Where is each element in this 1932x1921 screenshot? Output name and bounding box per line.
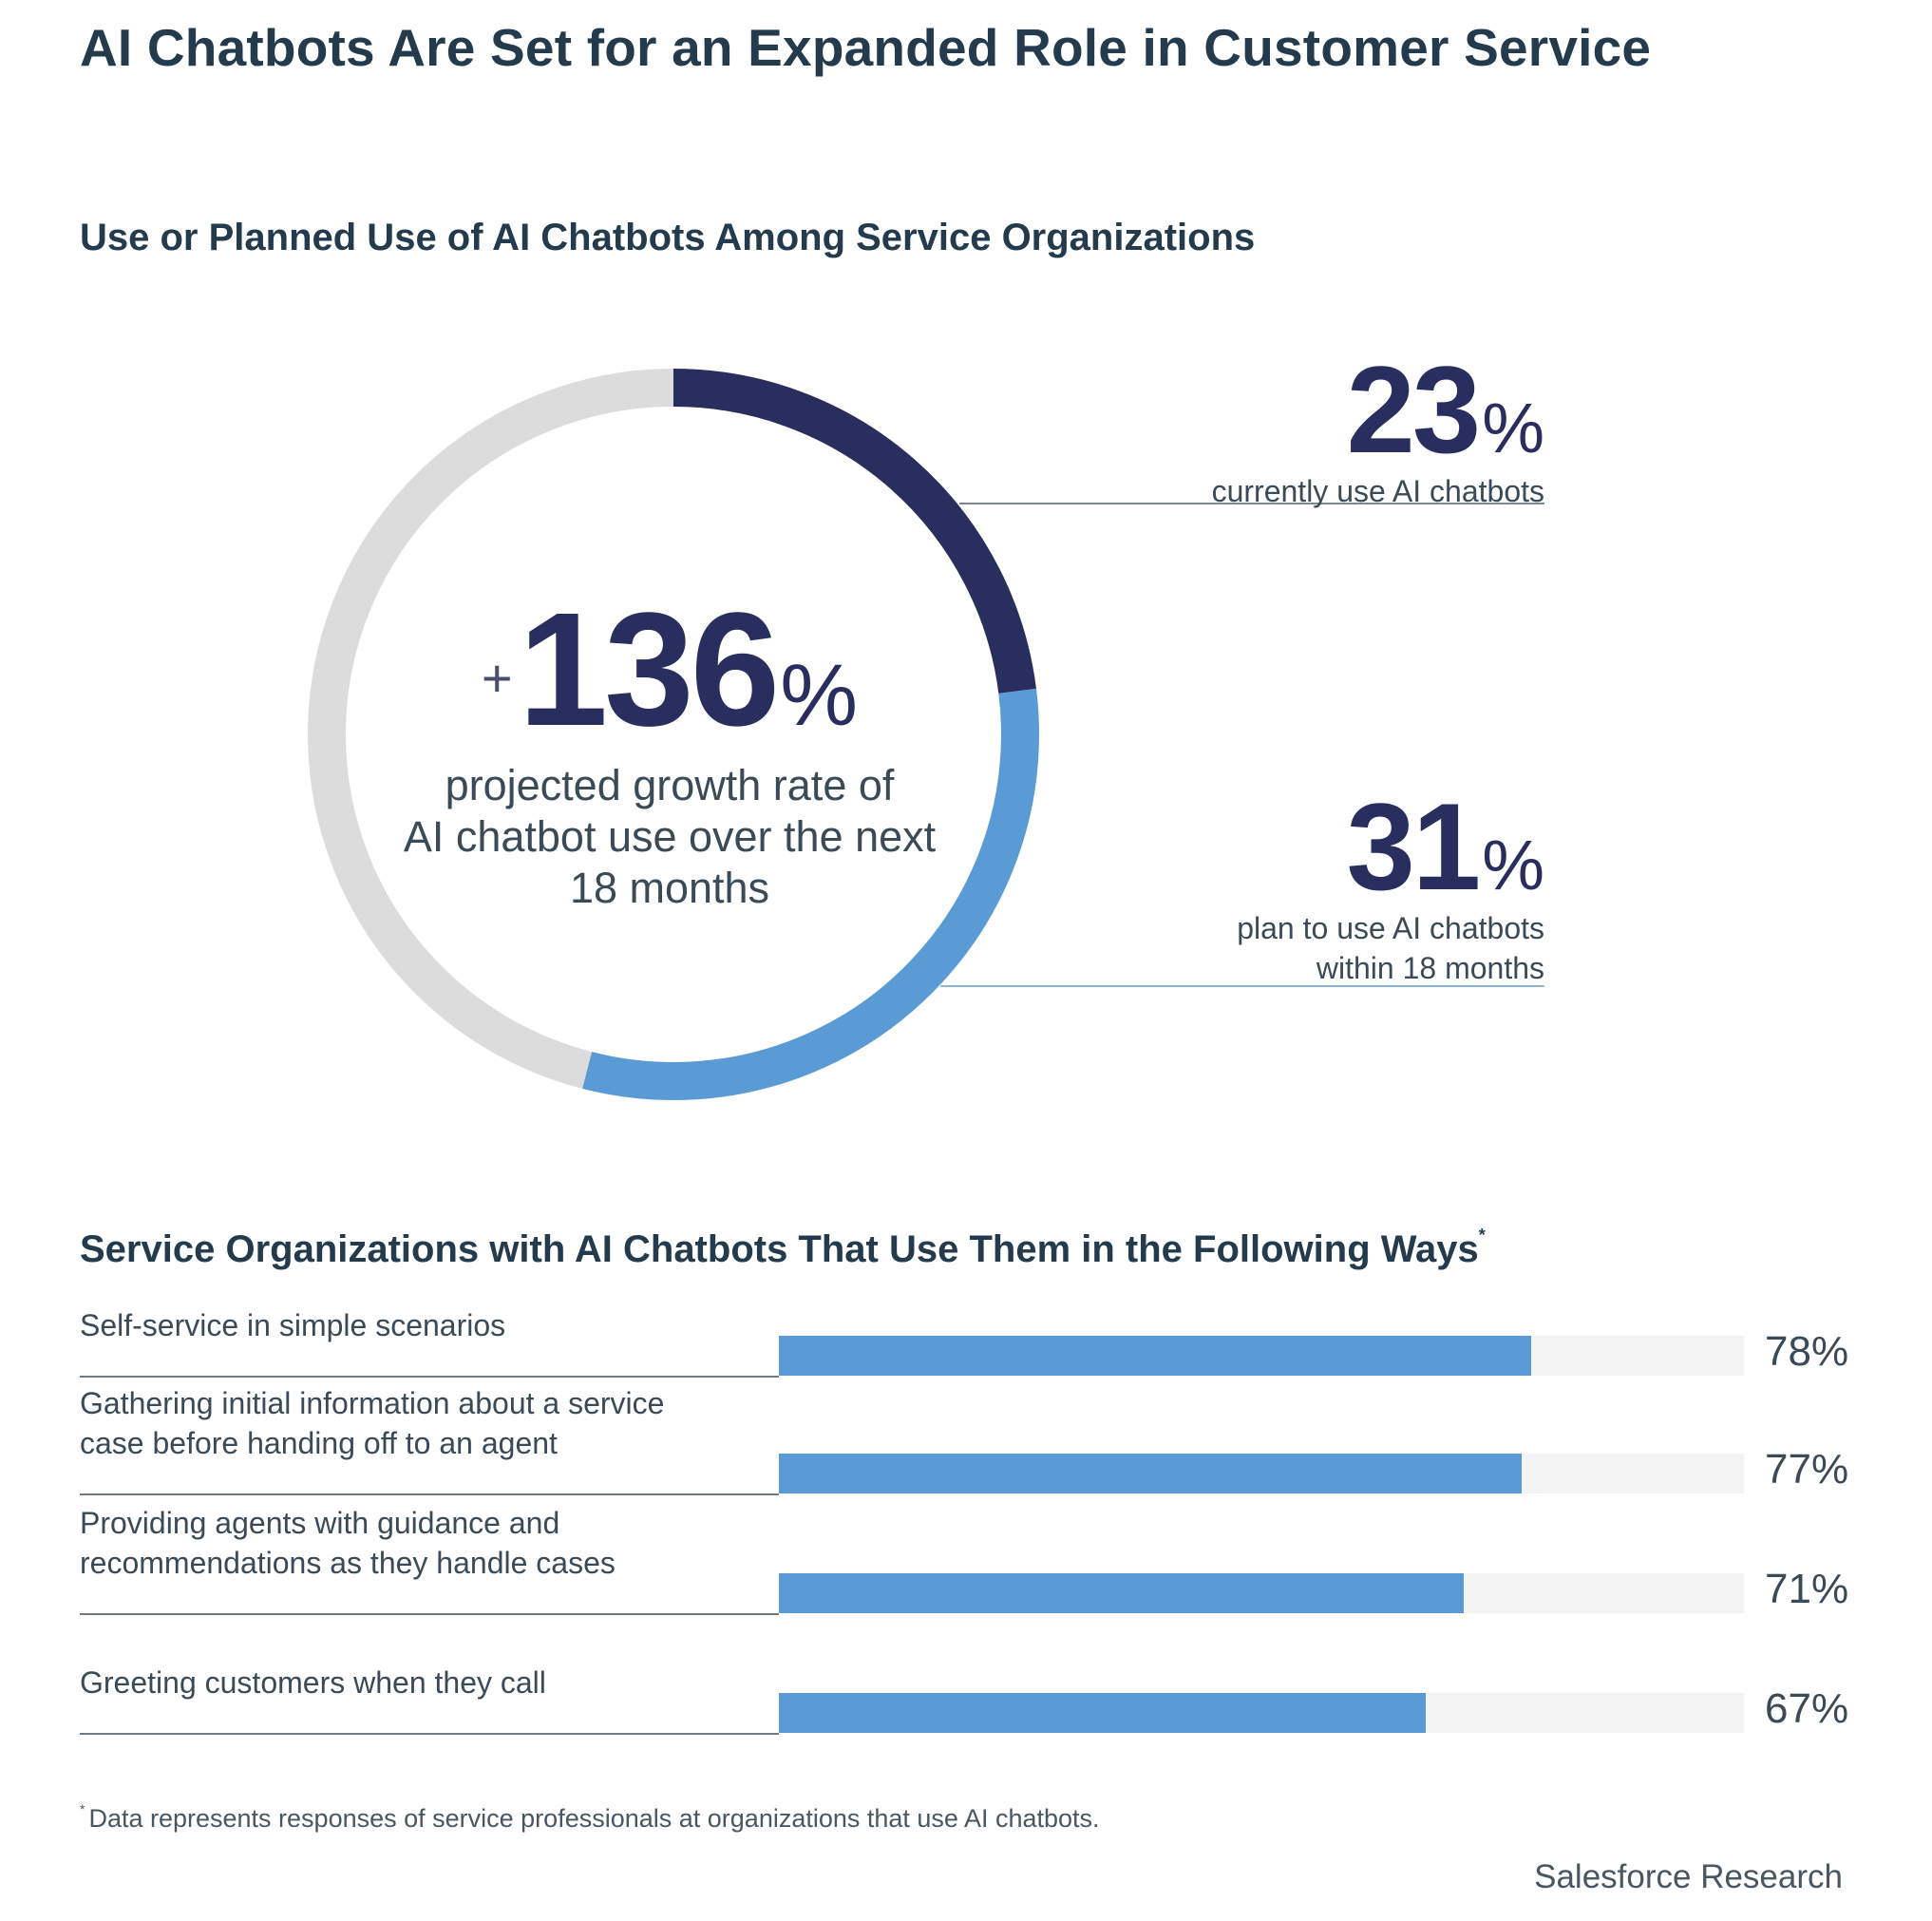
bar-label: Greeting customers when they call xyxy=(80,1663,745,1702)
source-credit: Salesforce Research xyxy=(1534,1858,1843,1895)
bar-chart-title-marker: * xyxy=(1478,1226,1486,1245)
footnote-marker: * xyxy=(80,1801,85,1816)
stat-planned-unit: % xyxy=(1482,826,1544,904)
bar-label-rule xyxy=(80,1493,779,1495)
donut-center: +136% projected growth rate of AI chatbo… xyxy=(370,589,969,914)
bar-track xyxy=(779,1693,1744,1733)
stat-current: 23% currently use AI chatbots xyxy=(1212,348,1544,511)
bar-chart-title-text: Service Organizations with AI Chatbots T… xyxy=(80,1228,1479,1270)
bar-value-label: 78% xyxy=(1765,1328,1849,1375)
bar-label: Self-service in simple scenarios xyxy=(80,1305,745,1345)
bar-track xyxy=(779,1573,1744,1613)
bar-label-rule xyxy=(80,1376,779,1378)
bar-value-label: 67% xyxy=(1765,1685,1849,1732)
center-label-line: 18 months xyxy=(569,864,770,912)
stat-planned: 31% plan to use AI chatbots within 18 mo… xyxy=(1237,785,1544,988)
bar xyxy=(779,1454,1523,1493)
stat-planned-label-line: plan to use AI chatbots xyxy=(1237,911,1544,945)
bar-label-line: Gathering initial information about a se… xyxy=(80,1386,665,1420)
bar-label: Gathering initial information about a se… xyxy=(80,1383,745,1463)
donut-chart xyxy=(308,369,1544,1100)
bar-track xyxy=(779,1336,1744,1376)
footnote-text: Data represents responses of service pro… xyxy=(88,1804,1100,1833)
stat-current-unit: % xyxy=(1482,389,1544,467)
bar xyxy=(779,1693,1426,1733)
donut-slice-planned xyxy=(308,369,1039,1100)
bar-label-rule xyxy=(80,1613,779,1615)
center-prefix: + xyxy=(481,648,513,708)
bar-value-label: 77% xyxy=(1765,1446,1849,1493)
center-value: 136 xyxy=(518,580,781,760)
stat-planned-value: 31 xyxy=(1346,777,1482,916)
bar-label: Providing agents with guidance and recomm… xyxy=(80,1503,745,1583)
stat-current-label: currently use AI chatbots xyxy=(1211,474,1544,508)
bar-label-line: recommendations as they handle cases xyxy=(80,1546,616,1580)
bar xyxy=(779,1573,1465,1613)
bar-label-line: Providing agents with guidance and xyxy=(80,1506,560,1540)
bar-label-line: Self-service in simple scenarios xyxy=(80,1308,506,1342)
donut-slice-current xyxy=(308,369,1039,1100)
bar-label-line: Greeting customers when they call xyxy=(80,1665,546,1700)
bar-label-rule xyxy=(80,1733,779,1735)
bar-value-label: 71% xyxy=(1765,1566,1849,1612)
stat-current-value: 23 xyxy=(1346,340,1482,479)
donut-chart-title: Use or Planned Use of AI Chatbots Among … xyxy=(80,217,1256,258)
center-label: projected growth rate of AI chatbot use … xyxy=(370,760,969,914)
footnote: * Data represents responses of service pr… xyxy=(80,1801,1100,1834)
bar xyxy=(779,1336,1532,1376)
center-label-line: projected growth rate of xyxy=(445,761,895,809)
stat-planned-label-line: within 18 months xyxy=(1316,951,1544,985)
bar-chart-title: Service Organizations with AI Chatbots T… xyxy=(80,1226,1486,1271)
bar-label-line: case before handing off to an agent xyxy=(80,1426,558,1460)
page-title: AI Chatbots Are Set for an Expanded Role… xyxy=(80,18,1652,77)
center-label-line: AI chatbot use over the next xyxy=(403,812,937,861)
center-unit: % xyxy=(780,647,859,744)
bar-track xyxy=(779,1454,1744,1493)
